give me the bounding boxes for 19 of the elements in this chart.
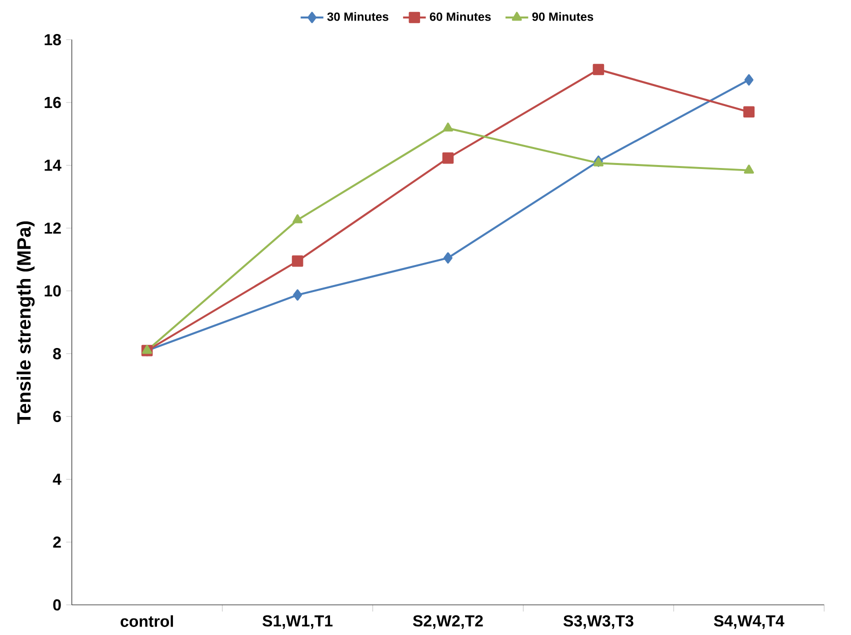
x-tick-label: control bbox=[120, 615, 173, 627]
legend-label: 30 Minutes bbox=[327, 12, 388, 21]
y-axis-title: Tensile strength (MPa) bbox=[16, 221, 35, 424]
legend-label: 60 Minutes bbox=[430, 12, 491, 21]
y-tick-label: 16 bbox=[44, 96, 61, 108]
y-tick-label: 4 bbox=[52, 474, 62, 485]
y-tick-label: 14 bbox=[44, 160, 62, 171]
y-tick-label: 18 bbox=[44, 34, 61, 46]
y-tick-label: 2 bbox=[53, 536, 61, 548]
y-tick-label: 0 bbox=[53, 599, 61, 610]
x-tick-label: S2,W2,T2 bbox=[413, 615, 483, 629]
y-tick-label: 6 bbox=[53, 410, 61, 422]
x-tick-label: S1,W1,T1 bbox=[262, 615, 333, 629]
x-tick-label: S4,W4,T4 bbox=[714, 615, 784, 629]
y-tick-label: 12 bbox=[44, 222, 61, 234]
legend-label: 90 Minutes bbox=[532, 12, 594, 21]
y-tick-label: 8 bbox=[53, 348, 61, 360]
y-tick-label: 10 bbox=[44, 285, 61, 296]
x-tick-label: S3,W3,T3 bbox=[563, 615, 634, 629]
